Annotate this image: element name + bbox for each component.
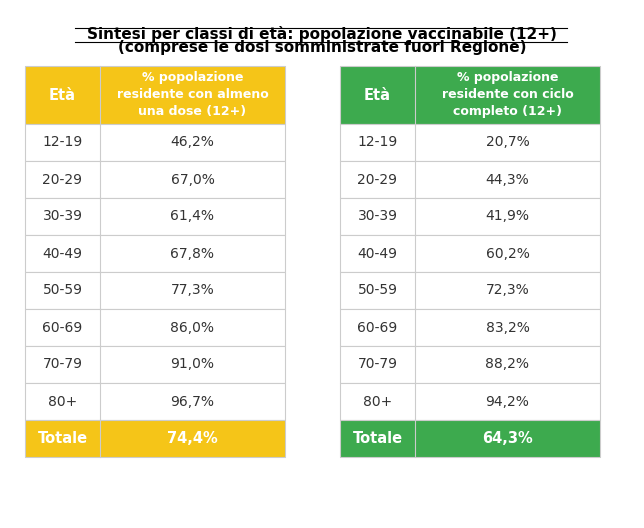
Bar <box>340 420 600 457</box>
Bar <box>340 235 600 272</box>
Text: % popolazione
residente con almeno
una dose (12+): % popolazione residente con almeno una d… <box>117 71 269 118</box>
Text: 96,7%: 96,7% <box>171 394 214 409</box>
Bar <box>25 309 285 346</box>
Text: Sintesi per classi di età: popolazione vaccinabile (12+): Sintesi per classi di età: popolazione v… <box>87 26 557 42</box>
Bar <box>25 420 285 457</box>
Bar <box>340 309 600 346</box>
Text: 30-39: 30-39 <box>43 210 82 223</box>
Bar <box>25 346 285 383</box>
Bar <box>25 161 285 198</box>
Text: 64,3%: 64,3% <box>482 431 533 446</box>
Text: 61,4%: 61,4% <box>171 210 214 223</box>
Text: 70-79: 70-79 <box>43 357 82 372</box>
Bar <box>340 272 600 309</box>
Bar <box>25 198 285 235</box>
Text: 67,0%: 67,0% <box>171 173 214 186</box>
Text: 70-79: 70-79 <box>357 357 397 372</box>
Text: 20,7%: 20,7% <box>486 136 529 149</box>
Text: 40-49: 40-49 <box>43 247 82 260</box>
Text: 60-69: 60-69 <box>357 320 397 335</box>
Text: % popolazione
residente con ciclo
completo (12+): % popolazione residente con ciclo comple… <box>442 71 573 118</box>
Text: (comprese le dosi somministrate fuori Regione): (comprese le dosi somministrate fuori Re… <box>118 40 526 55</box>
Bar <box>340 66 600 124</box>
Text: 60,2%: 60,2% <box>486 247 529 260</box>
Text: 88,2%: 88,2% <box>486 357 529 372</box>
Text: 74,4%: 74,4% <box>167 431 218 446</box>
Text: 60-69: 60-69 <box>43 320 82 335</box>
Text: 94,2%: 94,2% <box>486 394 529 409</box>
Text: 12-19: 12-19 <box>357 136 397 149</box>
Text: 50-59: 50-59 <box>43 284 82 297</box>
Text: 44,3%: 44,3% <box>486 173 529 186</box>
Text: Totale: Totale <box>37 431 88 446</box>
Text: 12-19: 12-19 <box>43 136 82 149</box>
Text: 67,8%: 67,8% <box>171 247 214 260</box>
Bar <box>25 272 285 309</box>
Text: 86,0%: 86,0% <box>171 320 214 335</box>
Text: 80+: 80+ <box>48 394 77 409</box>
Bar <box>25 124 285 161</box>
Text: 50-59: 50-59 <box>357 284 397 297</box>
Text: 83,2%: 83,2% <box>486 320 529 335</box>
Text: 77,3%: 77,3% <box>171 284 214 297</box>
Text: 46,2%: 46,2% <box>171 136 214 149</box>
Text: 40-49: 40-49 <box>357 247 397 260</box>
Bar <box>340 198 600 235</box>
Bar <box>25 235 285 272</box>
Bar <box>340 124 600 161</box>
Text: 91,0%: 91,0% <box>171 357 214 372</box>
Text: 80+: 80+ <box>363 394 392 409</box>
Text: Età: Età <box>49 88 76 102</box>
Text: 30-39: 30-39 <box>357 210 397 223</box>
Bar <box>25 66 285 124</box>
Bar <box>340 346 600 383</box>
Text: 20-29: 20-29 <box>43 173 82 186</box>
Text: 20-29: 20-29 <box>357 173 397 186</box>
Text: 41,9%: 41,9% <box>486 210 529 223</box>
Text: 72,3%: 72,3% <box>486 284 529 297</box>
Text: Totale: Totale <box>352 431 402 446</box>
Bar <box>25 383 285 420</box>
Text: Età: Età <box>364 88 391 102</box>
Bar <box>340 161 600 198</box>
Bar <box>340 383 600 420</box>
